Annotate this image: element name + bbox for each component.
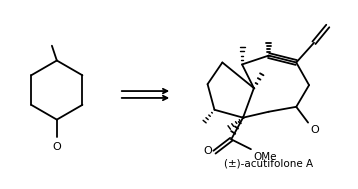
Text: OMe: OMe [253, 152, 276, 162]
Text: O: O [204, 146, 213, 156]
Text: O: O [310, 125, 319, 135]
Text: (±)-acutifolone A: (±)-acutifolone A [224, 159, 313, 169]
Text: O: O [53, 142, 61, 152]
